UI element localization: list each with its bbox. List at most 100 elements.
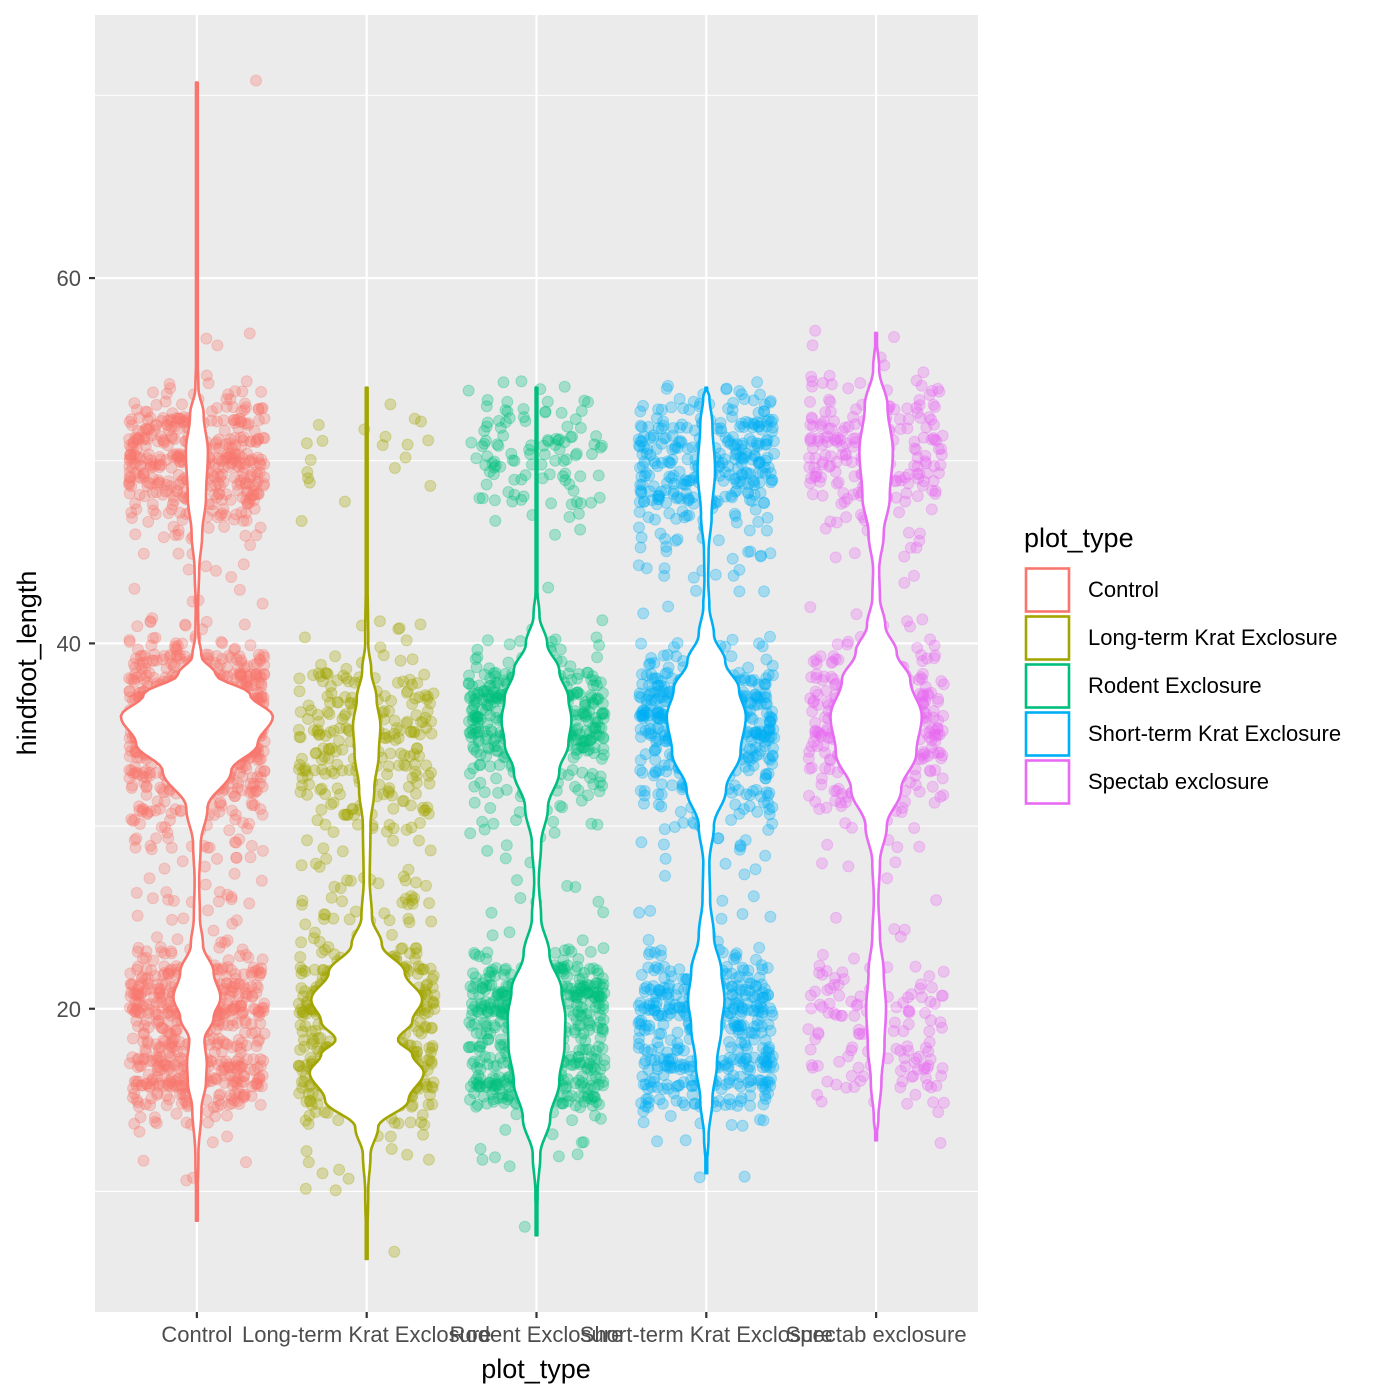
data-point [463, 1016, 476, 1029]
data-point [652, 798, 665, 811]
data-point [123, 433, 136, 446]
data-point [123, 454, 136, 467]
data-point [153, 461, 166, 474]
data-point [235, 669, 248, 682]
data-point [252, 403, 265, 416]
data-point [421, 801, 434, 814]
data-point [484, 802, 497, 814]
data-point [542, 435, 555, 448]
data-point [150, 398, 163, 411]
data-point [233, 583, 246, 596]
data-point [224, 433, 237, 446]
data-point [558, 963, 571, 976]
data-point [225, 890, 238, 903]
data-point [254, 654, 267, 667]
data-point [254, 777, 267, 790]
data-point [658, 823, 671, 836]
data-point [239, 457, 251, 470]
data-point [589, 1001, 602, 1014]
data-point [238, 618, 251, 631]
data-point [134, 650, 147, 663]
data-point [719, 465, 732, 478]
data-point [427, 1076, 440, 1089]
data-point [174, 412, 187, 425]
data-point [214, 1098, 227, 1111]
data-point [202, 904, 214, 917]
data-point [246, 771, 259, 784]
data-point [253, 1033, 266, 1046]
data-point [213, 487, 226, 500]
data-point [127, 657, 140, 670]
data-point [499, 1123, 512, 1136]
data-point [128, 582, 141, 595]
data-point [210, 650, 223, 662]
data-point [127, 441, 140, 454]
data-point [740, 415, 752, 428]
data-point [329, 1184, 342, 1197]
data-point [127, 437, 140, 450]
data-point [142, 515, 155, 528]
data-point [174, 506, 186, 519]
data-point [228, 431, 241, 444]
data-point [252, 433, 265, 446]
data-point [241, 447, 254, 460]
data-point [423, 777, 436, 790]
data-point [677, 478, 690, 491]
data-point [211, 468, 224, 481]
data-point [139, 662, 152, 675]
data-point [242, 477, 255, 490]
data-point [253, 414, 265, 427]
data-point [468, 796, 481, 809]
data-point [647, 769, 660, 782]
data-point [255, 385, 268, 398]
data-point [308, 764, 321, 777]
data-point [597, 1013, 610, 1026]
data-point [666, 779, 679, 792]
data-point [388, 1245, 401, 1258]
data-point [299, 918, 312, 931]
data-point [126, 461, 139, 473]
data-point [221, 1130, 234, 1143]
data-point [569, 780, 581, 793]
data-point [153, 451, 166, 463]
data-point [588, 1081, 601, 1094]
data-point [157, 786, 170, 799]
data-point [748, 488, 761, 501]
data-point [224, 493, 237, 506]
data-point [123, 740, 136, 753]
data-point [242, 417, 255, 430]
data-point [237, 431, 250, 443]
data-point [237, 1091, 249, 1104]
data-point [145, 457, 158, 470]
data-point [129, 457, 142, 470]
data-point [168, 433, 181, 445]
data-point [136, 802, 149, 815]
data-point [569, 1077, 582, 1090]
data-point [425, 715, 438, 728]
data-point [651, 672, 664, 685]
data-point [170, 412, 183, 424]
data-point [171, 484, 184, 497]
data-point [139, 764, 152, 777]
data-point [385, 1143, 398, 1155]
data-point [316, 434, 329, 447]
data-point [396, 896, 409, 909]
data-point [657, 838, 670, 851]
data-point [292, 723, 305, 736]
data-point [670, 512, 683, 525]
data-point [574, 421, 587, 434]
data-point [216, 507, 229, 520]
data-point [756, 466, 769, 479]
data-point [151, 478, 164, 491]
data-point [158, 862, 171, 875]
data-point [676, 418, 688, 431]
data-point [421, 1054, 434, 1066]
data-point [200, 615, 213, 628]
data-point [206, 504, 219, 517]
data-point [235, 996, 248, 1009]
data-point [420, 879, 432, 892]
data-point [131, 909, 144, 922]
data-point [141, 676, 154, 689]
data-point [479, 459, 492, 472]
data-point [751, 376, 764, 389]
